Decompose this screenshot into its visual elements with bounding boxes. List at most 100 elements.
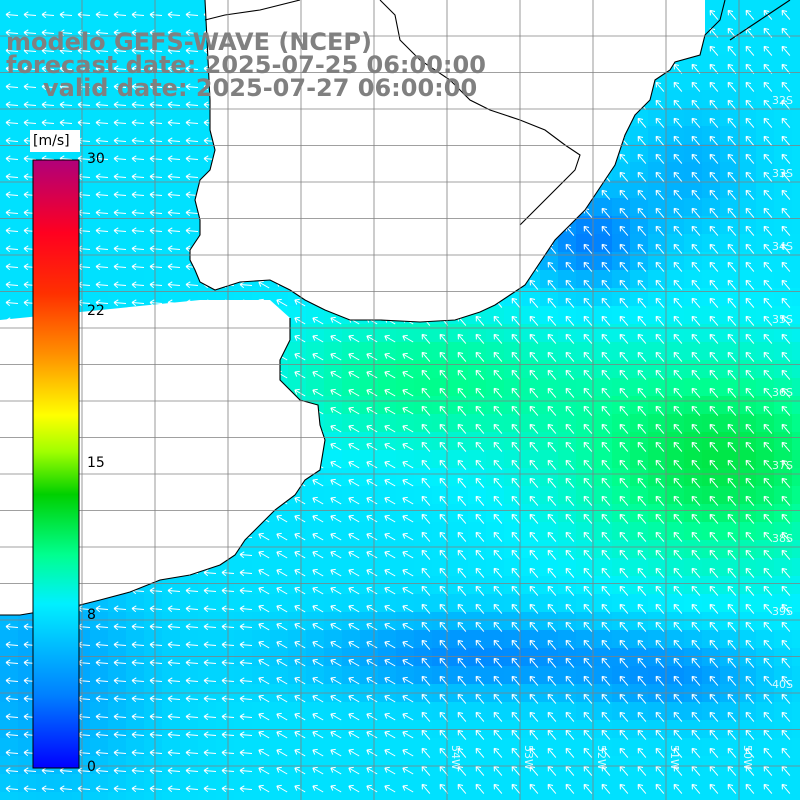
wind-arrow — [709, 45, 719, 56]
wind-speed-cell — [666, 342, 685, 361]
wind-speed-cell — [738, 432, 757, 451]
wind-speed-cell — [342, 378, 361, 397]
wind-speed-cell — [504, 792, 523, 800]
wind-speed-cell — [756, 648, 775, 667]
wind-speed-cell — [450, 504, 469, 523]
wind-speed-cell — [792, 36, 800, 55]
wind-speed-cell — [522, 306, 541, 325]
wind-speed-cell — [90, 162, 109, 181]
wind-speed-cell — [774, 342, 793, 361]
wind-speed-cell — [540, 450, 559, 469]
wind-speed-cell — [468, 360, 487, 379]
wind-speed-cell — [594, 756, 613, 775]
wind-arrow — [23, 83, 37, 91]
wind-speed-cell — [666, 90, 685, 109]
wind-arrow — [113, 101, 127, 109]
wind-speed-cell — [576, 468, 595, 487]
wind-speed-cell — [648, 180, 667, 199]
wind-speed-cell — [756, 234, 775, 253]
wind-speed-cell — [216, 594, 235, 613]
wind-speed-cell — [144, 774, 163, 793]
wind-speed-cell — [144, 630, 163, 649]
wind-speed-cell — [612, 504, 631, 523]
wind-speed-cell — [378, 666, 397, 685]
wind-speed-cell — [756, 486, 775, 505]
wind-speed-cell — [234, 594, 253, 613]
wind-speed-cell — [612, 792, 631, 800]
wind-arrow — [131, 227, 145, 235]
wind-speed-cell — [738, 774, 757, 793]
wind-speed-cell — [108, 90, 127, 109]
wind-speed-cell — [270, 594, 289, 613]
wind-speed-cell — [144, 0, 163, 19]
wind-speed-cell — [144, 144, 163, 163]
wind-speed-cell — [612, 252, 631, 271]
wind-speed-cell — [486, 504, 505, 523]
wind-speed-cell — [360, 630, 379, 649]
wind-speed-cell — [180, 180, 199, 199]
longitude-label: 54W — [449, 745, 462, 770]
wind-speed-cell — [270, 774, 289, 793]
wind-speed-cell — [684, 540, 703, 559]
wind-speed-cell — [540, 396, 559, 415]
wind-arrow — [77, 119, 91, 127]
wind-speed-cell — [270, 702, 289, 721]
wind-speed-cell — [54, 36, 73, 55]
wind-speed-cell — [792, 342, 800, 361]
wind-speed-cell — [450, 396, 469, 415]
wind-speed-cell — [738, 162, 757, 181]
wind-speed-cell — [630, 450, 649, 469]
wind-speed-cell — [378, 756, 397, 775]
wind-speed-cell — [756, 342, 775, 361]
wind-speed-cell — [414, 396, 433, 415]
wind-speed-cell — [108, 738, 127, 757]
wind-speed-cell — [126, 180, 145, 199]
wind-speed-cell — [576, 630, 595, 649]
wind-arrow — [655, 189, 665, 200]
wind-speed-cell — [360, 774, 379, 793]
wind-speed-cell — [756, 468, 775, 487]
wind-speed-cell — [576, 612, 595, 631]
wind-speed-cell — [378, 450, 397, 469]
wind-arrow — [673, 189, 683, 200]
wind-speed-cell — [522, 396, 541, 415]
wind-speed-cell — [756, 702, 775, 721]
wind-speed-cell — [702, 360, 721, 379]
wind-speed-cell — [684, 774, 703, 793]
colorbar-bar — [32, 159, 80, 769]
wind-arrow — [5, 155, 19, 163]
wind-speed-cell — [486, 396, 505, 415]
wind-speed-cell — [738, 216, 757, 235]
wind-speed-cell — [576, 360, 595, 379]
wind-speed-cell — [126, 612, 145, 631]
wind-speed-cell — [630, 432, 649, 451]
wind-speed-cell — [702, 378, 721, 397]
wind-speed-cell — [774, 450, 793, 469]
wind-speed-cell — [342, 630, 361, 649]
wind-speed-cell — [324, 414, 343, 433]
wind-speed-cell — [468, 666, 487, 685]
wind-speed-cell — [630, 198, 649, 217]
wind-speed-cell — [324, 576, 343, 595]
wind-speed-cell — [648, 288, 667, 307]
wind-speed-cell — [18, 666, 37, 685]
wind-arrow — [745, 225, 755, 236]
wind-speed-cell — [108, 126, 127, 145]
wind-speed-cell — [252, 594, 271, 613]
wind-speed-cell — [774, 504, 793, 523]
wind-speed-cell — [594, 558, 613, 577]
wind-speed-cell — [648, 522, 667, 541]
wind-speed-cell — [432, 360, 451, 379]
wind-speed-cell — [756, 324, 775, 343]
wind-speed-cell — [162, 0, 181, 19]
wind-speed-cell — [702, 234, 721, 253]
wind-speed-cell — [486, 540, 505, 559]
wind-speed-cell — [792, 0, 800, 19]
wind-speed-cell — [702, 450, 721, 469]
wind-speed-cell — [540, 306, 559, 325]
wind-speed-cell — [144, 756, 163, 775]
wind-speed-cell — [576, 378, 595, 397]
wind-speed-cell — [630, 792, 649, 800]
wind-arrow — [655, 207, 665, 218]
wind-speed-cell — [108, 792, 127, 800]
